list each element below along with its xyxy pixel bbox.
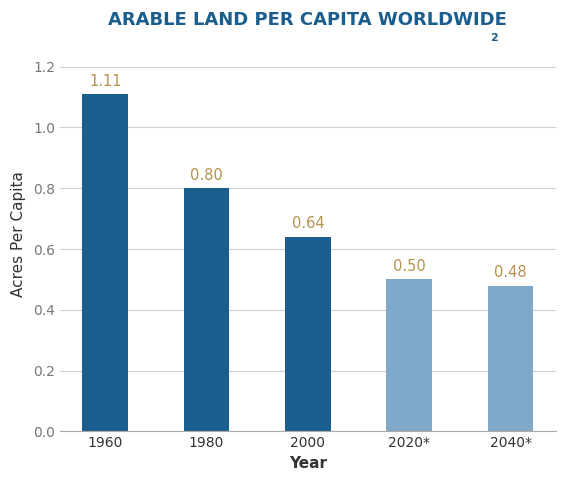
Bar xyxy=(285,237,331,431)
Bar xyxy=(184,188,230,431)
Text: 0.50: 0.50 xyxy=(393,259,426,274)
Title: ARABLE LAND PER CAPITA WORLDWIDE: ARABLE LAND PER CAPITA WORLDWIDE xyxy=(108,11,507,29)
Bar xyxy=(488,285,534,431)
Y-axis label: Acres Per Capita: Acres Per Capita xyxy=(11,171,26,297)
Text: 0.80: 0.80 xyxy=(190,168,223,183)
X-axis label: Year: Year xyxy=(289,456,327,471)
Text: 0.48: 0.48 xyxy=(494,265,527,280)
Text: 0.64: 0.64 xyxy=(291,216,324,231)
Bar xyxy=(387,280,432,431)
Text: 1.11: 1.11 xyxy=(89,74,121,89)
Bar xyxy=(82,94,128,431)
Text: 2: 2 xyxy=(490,33,498,43)
